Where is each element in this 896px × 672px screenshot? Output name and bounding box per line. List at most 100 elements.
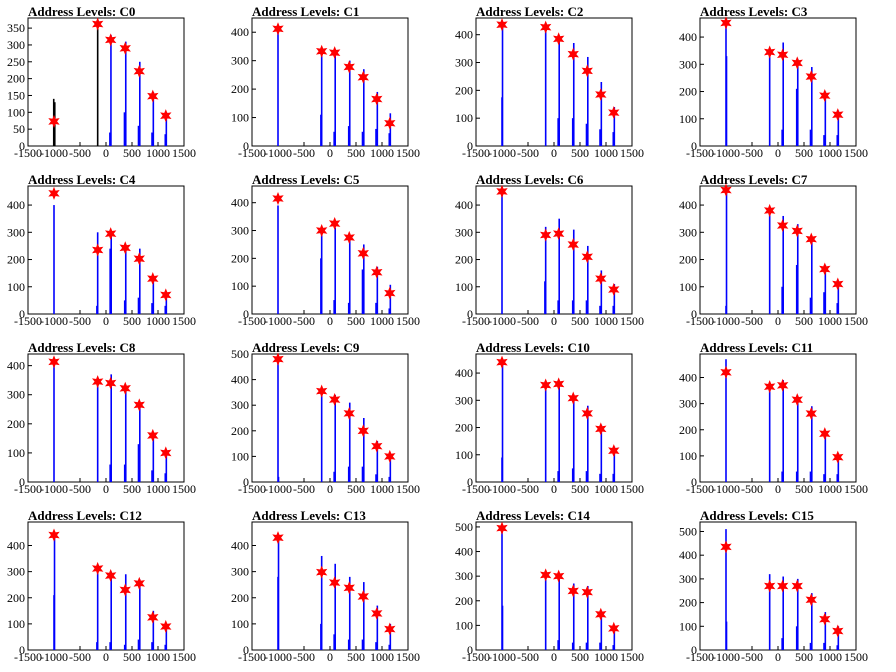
x-tick-label: 1500 <box>844 146 868 160</box>
peak-marker <box>147 272 159 286</box>
peak-marker <box>343 581 355 595</box>
plot-frame <box>699 17 857 147</box>
x-tick-label: -500 <box>293 314 315 328</box>
x-tick-label: 1500 <box>396 314 420 328</box>
peak-marker <box>805 69 817 84</box>
x-tick-label: 0 <box>551 314 557 328</box>
y-tick-label: 300 <box>455 569 473 583</box>
plot-frame <box>475 353 633 483</box>
peak-marker <box>595 422 607 436</box>
y-tick-label: 0 <box>243 139 249 153</box>
x-tick-label: 500 <box>795 650 813 664</box>
peak-marker <box>567 47 579 61</box>
peak-marker <box>581 64 593 78</box>
y-tick-label: 100 <box>231 617 249 631</box>
x-tick-label: -1500 <box>462 482 490 496</box>
peak-marker <box>832 277 844 291</box>
peak-marker <box>384 449 396 463</box>
peak-marker <box>496 521 508 535</box>
peak-marker <box>776 218 789 233</box>
peak-marker <box>776 48 789 62</box>
plot-frame <box>251 17 409 147</box>
x-tick-label: 500 <box>795 146 813 160</box>
x-tick-label: 1000 <box>594 482 618 496</box>
y-tick-label: 100 <box>455 111 473 125</box>
y-tick-label: 300 <box>455 56 473 70</box>
x-tick-label: 0 <box>327 482 333 496</box>
panel-title: Address Levels: C4 <box>28 172 136 187</box>
peak-marker <box>160 288 172 302</box>
y-tick-label: 300 <box>455 393 473 407</box>
x-tick-label: 1500 <box>620 314 644 328</box>
peak-marker <box>720 365 732 379</box>
panel-9: Address Levels: C90100200300400500-1500-… <box>231 340 420 496</box>
y-tick-label: 200 <box>7 72 25 86</box>
peak-marker <box>48 114 60 128</box>
x-tick-label: 0 <box>551 146 557 160</box>
x-tick-label: -500 <box>741 482 763 496</box>
peak-marker <box>160 619 172 634</box>
x-tick-label: 500 <box>347 314 365 328</box>
x-tick-label: -500 <box>293 146 315 160</box>
x-tick-label: -1000 <box>488 482 516 496</box>
panel-2: Address Levels: C2 0 100 200 300 400 -1500-100… <box>455 4 644 160</box>
x-tick-label: -1500 <box>462 650 490 664</box>
x-tick-label: 1500 <box>396 146 420 160</box>
peak-marker <box>343 60 355 74</box>
peak-marker <box>496 18 508 32</box>
y-tick-label: 0 <box>691 643 697 657</box>
peak-marker <box>315 384 328 398</box>
x-tick-label: -1000 <box>712 314 740 328</box>
x-tick-label: -1500 <box>14 314 42 328</box>
peak-marker <box>832 108 844 122</box>
peak-marker <box>496 355 508 369</box>
plot-frame <box>475 185 633 315</box>
y-tick-label: 300 <box>231 398 249 412</box>
x-tick-label: 1500 <box>844 650 868 664</box>
x-tick-label: 1000 <box>146 650 170 664</box>
y-tick-label: 0 <box>19 307 25 321</box>
x-tick-label: 1000 <box>370 482 394 496</box>
x-tick-label: 0 <box>103 482 109 496</box>
peak-marker <box>832 450 844 464</box>
peak-marker <box>608 621 620 635</box>
y-tick-label: 0 <box>467 643 473 657</box>
peak-marker <box>552 32 565 46</box>
x-tick-label: -1500 <box>14 146 42 160</box>
peak-marker <box>581 250 593 264</box>
x-tick-label: 500 <box>795 482 813 496</box>
x-tick-label: 500 <box>347 482 365 496</box>
y-tick-label: 400 <box>455 545 473 559</box>
peak-marker <box>567 584 579 598</box>
x-tick-label: 1500 <box>620 650 644 664</box>
peak-marker <box>819 89 831 103</box>
x-tick-label: -1500 <box>686 146 714 160</box>
peak-marker <box>104 376 117 390</box>
peak-marker <box>104 227 117 241</box>
x-tick-label: 0 <box>551 650 557 664</box>
y-tick-label: 200 <box>231 424 249 438</box>
x-tick-label: 0 <box>775 314 781 328</box>
y-tick-label: 300 <box>231 565 249 579</box>
peak-marker <box>160 109 172 123</box>
y-tick-label: 100 <box>231 279 249 293</box>
x-tick-label: -500 <box>517 146 539 160</box>
y-tick-label: 500 <box>679 524 697 538</box>
y-tick-label: 200 <box>455 83 473 97</box>
y-tick-label: 400 <box>679 198 697 212</box>
x-tick-label: -500 <box>517 482 539 496</box>
x-tick-label: -1000 <box>712 482 740 496</box>
plot-frame <box>475 17 633 147</box>
plot-frame <box>251 185 409 315</box>
panel-title: Address Levels: C0 <box>28 4 135 19</box>
peak-marker <box>539 378 552 392</box>
x-tick-label: -1000 <box>712 650 740 664</box>
y-tick-label: 100 <box>455 618 473 632</box>
x-tick-label: 1000 <box>818 146 842 160</box>
x-tick-label: 500 <box>123 482 141 496</box>
plot-frame <box>251 353 409 483</box>
peak-marker <box>357 246 369 260</box>
peak-marker <box>119 583 131 597</box>
x-tick-label: 500 <box>571 482 589 496</box>
y-tick-label: 300 <box>7 225 25 239</box>
